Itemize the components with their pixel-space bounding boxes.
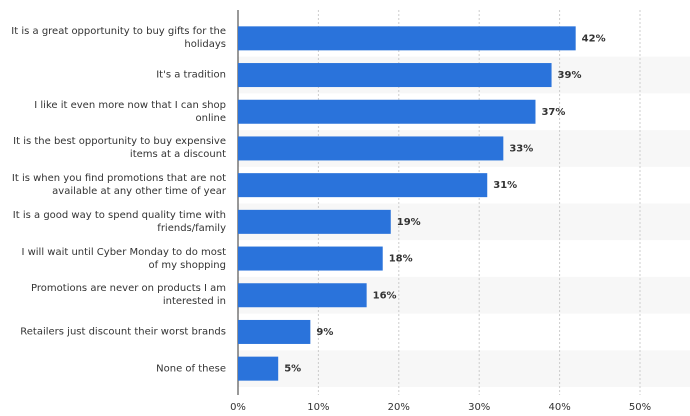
bar bbox=[238, 136, 504, 161]
bar bbox=[238, 26, 576, 51]
value-label: 19% bbox=[397, 217, 421, 228]
y-tick-label: It is when you find promotions that are … bbox=[11, 173, 226, 198]
y-tick-label: It is the best opportunity to buy expens… bbox=[13, 136, 226, 161]
x-tick-label: 20% bbox=[388, 402, 410, 413]
value-label: 39% bbox=[558, 70, 582, 81]
value-label: 42% bbox=[582, 33, 606, 44]
value-label: 18% bbox=[389, 254, 413, 265]
x-tick-label: 30% bbox=[468, 402, 490, 413]
bar bbox=[238, 209, 391, 234]
value-label: 31% bbox=[493, 180, 517, 191]
bar bbox=[238, 63, 552, 88]
value-label: 9% bbox=[316, 327, 333, 338]
x-tick-label: 50% bbox=[629, 402, 651, 413]
value-label: 37% bbox=[541, 107, 565, 118]
bar bbox=[238, 356, 279, 381]
y-tick-label: It is a good way to spend quality time w… bbox=[12, 209, 226, 234]
value-label: 33% bbox=[509, 143, 533, 154]
y-tick-label: It's a tradition bbox=[156, 69, 226, 81]
y-tick-label: I like it even more now that I can shop … bbox=[34, 99, 226, 124]
bar bbox=[238, 246, 383, 271]
value-label: 5% bbox=[284, 364, 301, 375]
bar bbox=[238, 319, 311, 344]
y-tick-label: It is a great opportunity to buy gifts f… bbox=[11, 26, 226, 51]
x-tick-label: 40% bbox=[548, 402, 570, 413]
x-tick-label: 10% bbox=[307, 402, 329, 413]
bar bbox=[238, 99, 536, 124]
y-tick-label: None of these bbox=[156, 363, 226, 375]
bar bbox=[238, 173, 488, 198]
y-tick-label: I will wait until Cyber Monday to do mos… bbox=[21, 246, 226, 271]
row-band bbox=[238, 350, 690, 387]
bar bbox=[238, 283, 367, 308]
x-tick-label: 0% bbox=[230, 402, 246, 413]
value-label: 16% bbox=[373, 290, 397, 301]
y-tick-label: Promotions are never on products I am in… bbox=[31, 283, 226, 308]
y-tick-label: Retailers just discount their worst bran… bbox=[20, 326, 226, 338]
